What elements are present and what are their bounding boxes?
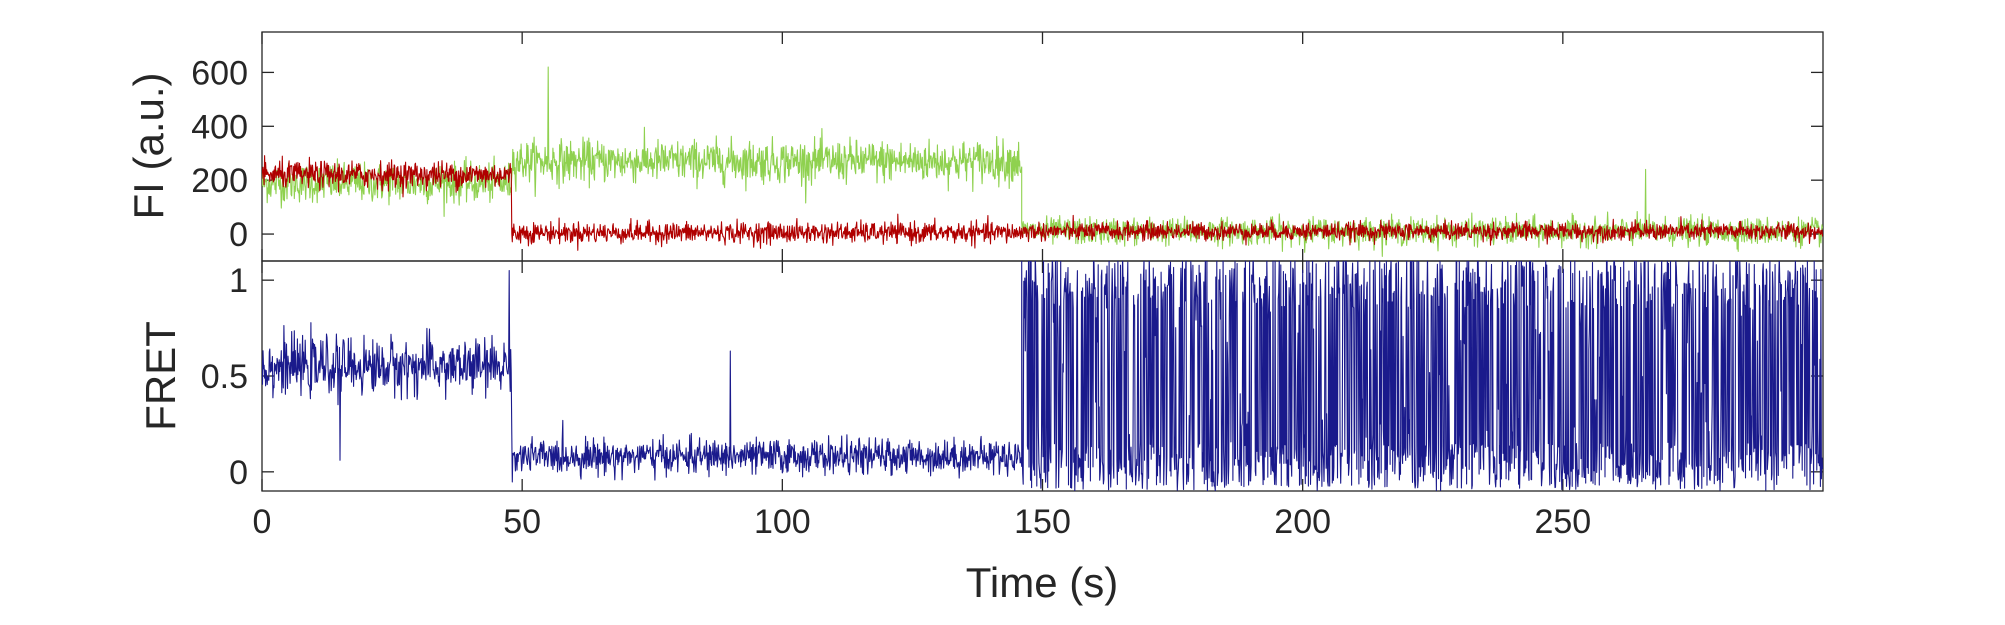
fret-traces (262, 261, 1823, 491)
fret-series-line-0 (262, 261, 1823, 491)
intensity-y-tick-label: 400 (191, 108, 248, 146)
intensity-traces (262, 66, 1823, 257)
intensity-y-tick-label: 200 (191, 162, 248, 200)
intensity-y-tick-label: 600 (191, 54, 248, 92)
time-x-axis-label: Time (s) (966, 559, 1118, 606)
fret-y-tick-label: 0 (229, 454, 248, 492)
fret-y-tick-label: 0.5 (201, 358, 248, 396)
time-x-ticks: 0 50 100 150 200 250 (253, 503, 1592, 541)
fret-y-axis-label: FRET (137, 321, 184, 431)
fret-panel: 00.51 0 50 100 150 200 250 FRET Time (s) (137, 260, 1824, 606)
intensity-y-ticks: 0 200 400 600 (191, 32, 1823, 261)
time-x-tick-label: 150 (1014, 503, 1071, 541)
fret-y-ticks: 00.51 (201, 261, 1823, 492)
fret-y-tick-label: 1 (229, 262, 248, 300)
intensity-y-tick-label: 0 (229, 216, 248, 254)
intensity-series-line-1 (262, 155, 1823, 251)
time-x-tick-label: 100 (754, 503, 811, 541)
intensity-y-axis-label: FI (a.u.) (125, 72, 172, 219)
time-x-tick-label: 200 (1274, 503, 1331, 541)
time-x-tick-label: 0 (253, 503, 272, 541)
time-x-tick-label: 250 (1534, 503, 1591, 541)
intensity-panel: 0 200 400 600 FI (a.u.) (125, 31, 1824, 262)
time-x-tick-label: 50 (503, 503, 541, 541)
